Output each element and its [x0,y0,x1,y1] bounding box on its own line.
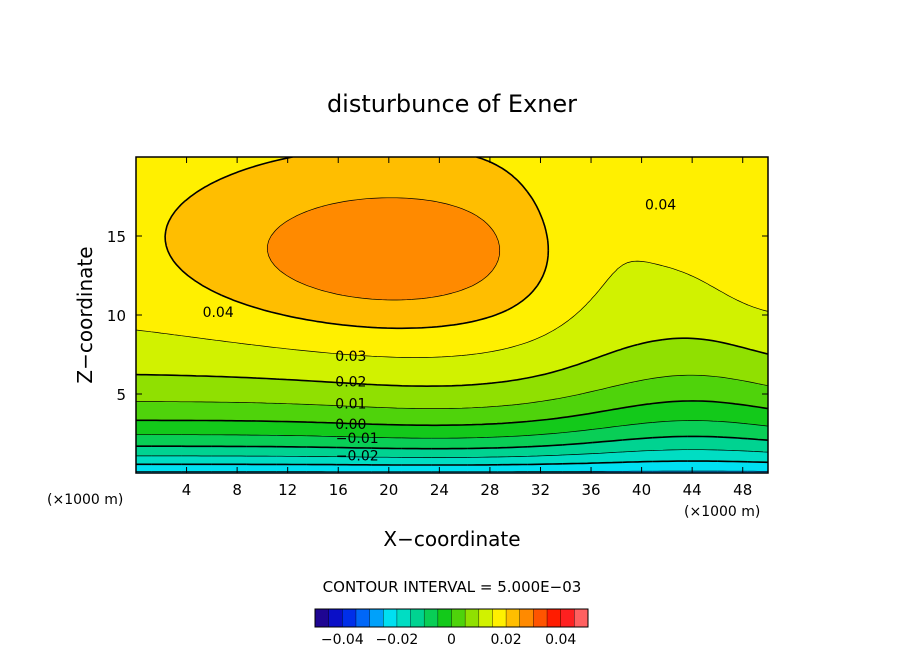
colorbar-cell [492,609,507,627]
colorbar-tick-label: 0 [447,632,456,648]
contour-line [136,420,768,439]
contour-line [164,157,550,330]
y-axis-ticks: 5 10 15 [107,228,768,404]
colorbar-cell [547,609,562,627]
colorbar [314,609,589,627]
contour-interval-text: CONTOUR INTERVAL = 5.000E−03 [323,578,582,596]
x-tick-label: 48 [733,481,752,499]
colorbar-tick-label: −0.04 [321,632,364,648]
x-tick-label: 20 [379,481,398,499]
colorbar-cell [506,609,521,627]
y-tick-label: 15 [107,228,126,246]
colorbar-cell [437,609,452,627]
contour-labels: 0.04 0.04 0.03 0.02 0.01 0.00−0.01 −0.02 [203,197,677,465]
contour-label: 0.00 [335,417,366,433]
plot-area [136,157,768,473]
contour-label: 0.01 [335,396,366,412]
x-tick-label: 44 [683,481,702,499]
y-tick-label: 10 [107,307,126,325]
contour-label: 0.02 [335,374,366,390]
y-tick-label: 5 [116,386,126,404]
x-tick-label: 40 [632,481,651,499]
x-unit-right: (×1000 m) [684,504,760,520]
contour-label: −0.02 [336,449,379,465]
contour-label: 0.04 [645,197,676,213]
colorbar-cell [478,609,493,627]
colorbar-cell [328,609,343,627]
contour-line [136,400,768,427]
x-tick-label: 16 [329,481,348,499]
colorbar-cell [574,609,589,627]
contour-line [267,197,501,301]
x-tick-label: 8 [232,481,242,499]
colorbar-tick-label: 0.02 [491,632,522,648]
colorbar-cell [451,609,466,627]
contour-label: 0.04 [203,305,234,321]
x-tick-label: 24 [430,481,449,499]
contour-label: −0.01 [336,431,379,447]
colorbar-cell [396,609,412,627]
colorbar-tick-label: −0.02 [375,632,418,648]
contour-line [136,337,768,387]
colorbar-cell [383,609,398,627]
colorbar-cell [519,609,534,627]
x-tick-label: 4 [182,481,192,499]
y-axis-label: Z−coordinate [73,246,97,383]
colorbar-cell [355,609,371,627]
x-axis-label: X−coordinate [383,527,520,551]
colorbar-ticks: −0.04 −0.02 0 0.02 0.04 [321,632,577,648]
colorbar-cell [410,609,425,627]
colorbar-tick-label: 0.04 [545,632,576,648]
x-tick-label: 12 [278,481,297,499]
chart-title: disturbunce of Exner [327,90,577,118]
contour-line [136,435,768,450]
contour-label: 0.03 [335,349,366,365]
contour-line [136,460,768,466]
colorbar-cell [533,609,548,627]
colorbar-cell [424,609,439,627]
colorbar-cell [315,609,330,627]
colorbar-frame [314,608,589,628]
colorbar-cell [369,609,384,627]
x-tick-label: 32 [531,481,550,499]
x-tick-label: 36 [581,481,600,499]
colorbar-cell [465,609,480,627]
x-unit-left: (×1000 m) [47,492,123,508]
colorbar-cell [342,609,357,627]
contour-lines [136,157,768,473]
colorbar-cell [560,609,575,627]
x-axis-ticks: 4 8 12 16 20 24 28 32 36 40 44 48 [182,157,752,499]
contour-line [136,449,768,458]
contour-line [136,374,768,409]
x-tick-label: 28 [480,481,499,499]
contour-line [136,260,768,358]
